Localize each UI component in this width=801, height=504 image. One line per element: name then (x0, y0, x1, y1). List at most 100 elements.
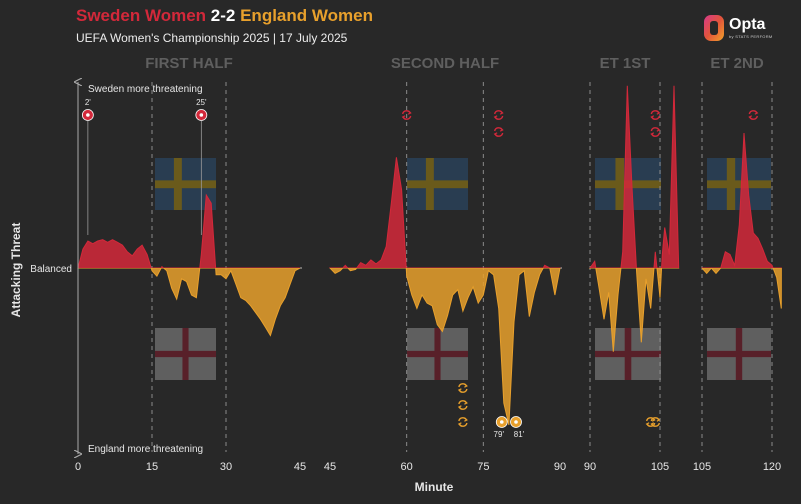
england-flag-cross-horizontal (407, 350, 468, 358)
goal-minute-label: 79' (494, 430, 505, 439)
substitution-icon (748, 110, 759, 120)
england-threat-area (77, 268, 301, 337)
opta-logo-subtext: by STATS PERFORM (729, 34, 773, 39)
period-title: FIRST HALF (145, 55, 233, 72)
england-flag-cross-horizontal (155, 350, 216, 358)
sub-arrowhead (499, 110, 504, 115)
sub-arrowhead (650, 422, 655, 427)
england-flag-cross-vertical (434, 328, 441, 380)
sweden-flag-field (407, 158, 468, 210)
baseline-label: Balanced (30, 264, 72, 275)
england-flag-cross-vertical (182, 328, 189, 380)
substitution-icon (493, 127, 504, 137)
sub-arrowhead (650, 115, 655, 120)
sweden-flag-field (707, 158, 771, 210)
x-tick-label: 60 (401, 461, 413, 473)
ball-detail (514, 420, 518, 424)
substitution-icon (645, 417, 656, 427)
sub-arrowhead (493, 115, 498, 120)
x-axis-title: Minute (415, 480, 454, 494)
substitution-icon (457, 400, 468, 410)
sweden-flag-cross-horizontal (155, 180, 216, 189)
x-tick-label: 120 (763, 461, 781, 473)
sub-arrowhead (754, 110, 759, 115)
y-bottom-label: England more threatening (88, 444, 203, 455)
period-title: ET 2ND (710, 55, 764, 72)
opta-logo-icon (704, 15, 724, 41)
home-team-name: Sweden Women (76, 6, 207, 25)
sweden-flag-cross-horizontal (407, 180, 468, 189)
x-tick-label: 30 (220, 461, 232, 473)
x-tick-label: 75 (477, 461, 489, 473)
x-tick-label: 90 (584, 461, 596, 473)
sub-arrowhead (464, 417, 468, 422)
sub-arrowhead (457, 422, 462, 427)
england-flag-cross-vertical (735, 328, 743, 380)
match-title: Sweden Women 2-2 England Women (76, 6, 373, 26)
x-tick-label: 105 (651, 461, 669, 473)
sub-arrowhead (457, 388, 462, 393)
substitution-icon (650, 127, 661, 137)
ball-detail (86, 113, 90, 117)
opta-logo-text: Opta (729, 16, 766, 33)
sweden-threat-area (328, 157, 561, 268)
y-axis-title: Attacking Threat (9, 223, 23, 318)
goal-minute-label: 25' (196, 98, 207, 107)
substitution-icon (650, 417, 661, 427)
period-title: SECOND HALF (391, 55, 499, 72)
period-title: ET 1ST (600, 55, 651, 72)
sweden-flag (707, 158, 771, 210)
england-flag-field (595, 328, 661, 380)
x-tick-label: 15 (146, 461, 158, 473)
score: 2-2 (210, 6, 236, 25)
sub-arrowhead (650, 132, 655, 137)
england-flag-cross-vertical (624, 328, 632, 380)
goal-minute-label: 2' (85, 98, 91, 107)
x-tick-label: 90 (554, 461, 566, 473)
england-flag (155, 328, 216, 380)
sub-arrowhead (645, 422, 650, 427)
sub-arrowhead (748, 115, 753, 120)
england-flag-field (407, 328, 468, 380)
england-flag-cross-horizontal (707, 350, 771, 358)
sweden-flag-cross-vertical (615, 158, 625, 210)
substitution-icon (650, 110, 661, 120)
sweden-flag-cross-vertical (425, 158, 434, 210)
substitution-icon (457, 383, 468, 393)
goal-minute-label: 81' (514, 430, 525, 439)
sub-arrowhead (401, 115, 406, 120)
x-tick-label: 45 (294, 461, 306, 473)
away-team-name: England Women (240, 6, 373, 25)
sub-arrowhead (464, 383, 468, 388)
sub-arrowhead (499, 127, 504, 132)
y-top-label: Sweden more threatening (88, 84, 203, 95)
sub-arrowhead (457, 405, 462, 410)
england-flag (407, 328, 468, 380)
england-flag-cross-horizontal (595, 350, 661, 358)
substitution-icon (493, 110, 504, 120)
ball-detail (199, 113, 204, 117)
sweden-threat-area (77, 193, 300, 268)
sub-arrowhead (493, 132, 498, 137)
england-threat-area (329, 268, 561, 426)
match-subtitle: UEFA Women's Championship 2025 | 17 July… (76, 31, 348, 45)
sweden-flag (407, 158, 468, 210)
sub-arrowhead (656, 127, 661, 132)
england-threat-area (589, 268, 680, 352)
ball-detail (499, 420, 504, 424)
opta-logo: Opta by STATS PERFORM (702, 14, 792, 44)
x-tick-label: 0 (75, 461, 81, 473)
sub-arrowhead (407, 110, 412, 115)
substitution-icon (401, 110, 412, 120)
england-flag-field (707, 328, 771, 380)
sweden-flag-cross-vertical (173, 158, 182, 210)
x-tick-label: 105 (693, 461, 711, 473)
sub-arrowhead (656, 110, 661, 115)
sub-arrowhead (464, 400, 468, 405)
sweden-flag-cross-vertical (726, 158, 736, 210)
england-threat-area (701, 268, 782, 309)
x-tick-label: 45 (324, 461, 336, 473)
england-flag-field (155, 328, 216, 380)
england-flag (595, 328, 661, 380)
